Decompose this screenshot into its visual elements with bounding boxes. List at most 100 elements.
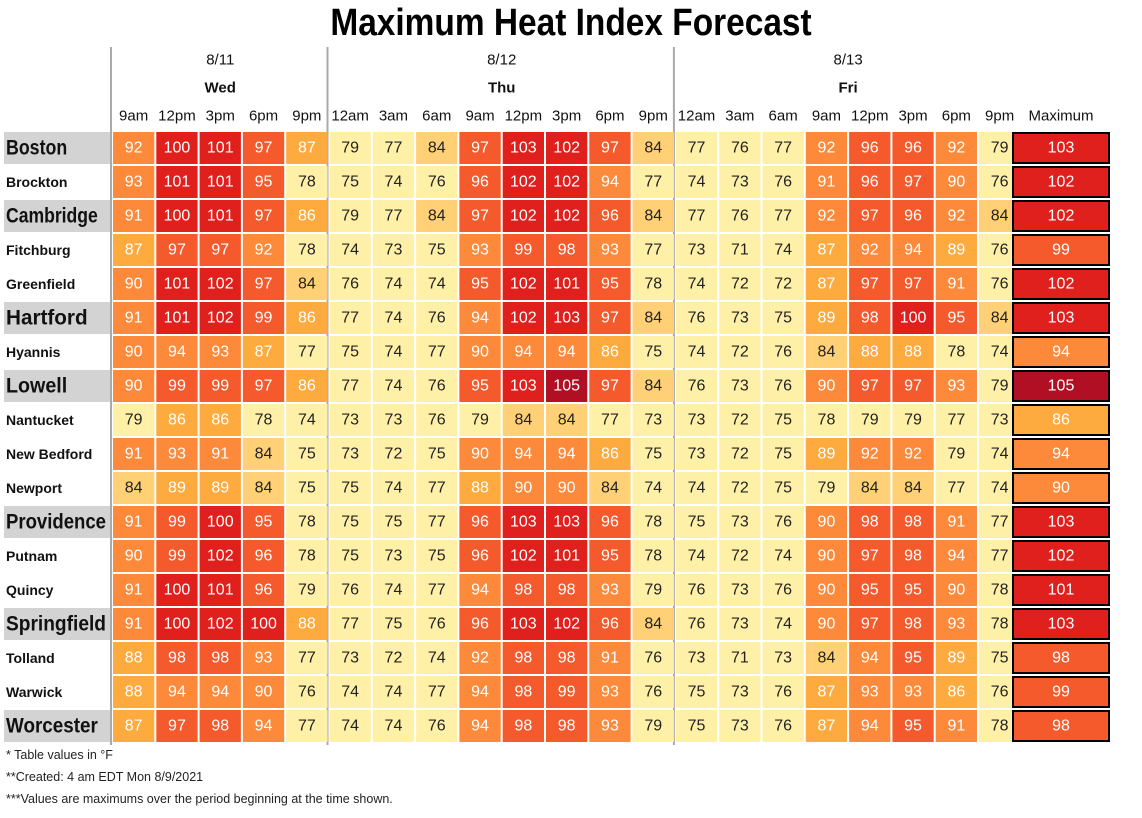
note-created: **Created: 4 am EDT Mon 8/9/2021: [6, 770, 204, 784]
heat-cell-value: 100: [250, 616, 277, 633]
heat-cell-value: 84: [428, 208, 446, 225]
heat-cell: [762, 200, 804, 232]
heat-cell-value: 76: [991, 174, 1009, 191]
heat-cell-value: 75: [428, 242, 446, 259]
heat-cell: [156, 404, 198, 436]
heat-cell: [156, 336, 198, 368]
heat-cell-value: 94: [601, 174, 619, 191]
heat-cell-value: 93: [947, 378, 965, 395]
heat-cell: [502, 404, 544, 436]
heat-cell: [589, 710, 631, 742]
heat-cell-value: 98: [514, 650, 532, 667]
heat-cell-value: 76: [428, 412, 446, 429]
heat-cell: [849, 302, 891, 334]
heat-cell-value: 74: [385, 378, 403, 395]
heat-cell: [892, 370, 934, 402]
time-label: 3pm: [552, 108, 581, 125]
heat-cell-value: 103: [553, 514, 580, 531]
heat-cell: [156, 234, 198, 266]
heat-cell-value: 88: [904, 344, 922, 361]
heat-cell: [675, 404, 718, 436]
heat-cell: [286, 132, 328, 164]
heat-cell-value: 76: [428, 616, 446, 633]
heat-cell: [935, 166, 977, 198]
heat-cell-value: 97: [168, 718, 186, 735]
note-period: ***Values are maximums over the period b…: [6, 792, 393, 806]
heat-cell: [199, 200, 241, 232]
heat-cell: [935, 132, 977, 164]
heat-cell-value: 76: [644, 684, 662, 701]
heat-cell-value: 93: [601, 718, 619, 735]
heat-cell-value: 92: [818, 208, 836, 225]
heat-cell: [199, 268, 241, 300]
heat-cell-value: 96: [601, 616, 619, 633]
heat-cell: [546, 676, 588, 708]
maximum-column-label: Maximum: [1028, 108, 1093, 125]
heat-cell-value: 75: [341, 514, 359, 531]
heat-cell-value: 92: [125, 140, 143, 157]
heat-cell: [675, 268, 718, 300]
heat-cell-value: 96: [861, 174, 879, 191]
heat-cell-value: 76: [688, 616, 706, 633]
heat-cell: [459, 302, 501, 334]
heat-cell-value: 73: [731, 310, 749, 327]
heat-cell: [762, 132, 804, 164]
heat-cell-value: 99: [168, 514, 186, 531]
heat-cell: [935, 472, 977, 504]
heat-cell-value: 74: [688, 276, 706, 293]
heat-cell-value: 86: [601, 344, 619, 361]
heat-cell-value: 79: [471, 412, 489, 429]
heat-cell: [286, 166, 328, 198]
heat-cell: [113, 710, 155, 742]
heat-cell-value: 91: [947, 718, 965, 735]
heat-cell-value: 73: [688, 242, 706, 259]
heat-cell: [719, 574, 761, 606]
heat-cell-value: 75: [298, 446, 316, 463]
heat-cell: [113, 540, 155, 572]
heat-cell: [242, 268, 285, 300]
heat-cell-value: 72: [731, 412, 749, 429]
heat-cell: [286, 370, 328, 402]
heat-cell: [113, 404, 155, 436]
heat-cell-value: 73: [731, 616, 749, 633]
heat-cell: [805, 132, 848, 164]
time-label: 9pm: [639, 108, 668, 125]
heat-cell: [805, 608, 848, 640]
heat-cell: [199, 166, 241, 198]
heat-cell-value: 95: [255, 174, 273, 191]
heat-cell-value: 74: [991, 344, 1009, 361]
heat-cell: [329, 472, 371, 504]
heat-cell: [156, 166, 198, 198]
heat-cell: [632, 676, 674, 708]
heat-cell-value: 74: [298, 412, 316, 429]
heat-cell-value: 75: [428, 548, 446, 565]
heat-cell-value: 78: [298, 242, 316, 259]
heat-cell-value: 98: [211, 650, 229, 667]
heat-cell: [113, 676, 155, 708]
time-label: 3pm: [898, 108, 927, 125]
heat-cell: [286, 336, 328, 368]
heat-cell-value: 90: [471, 446, 489, 463]
heat-cell: [416, 234, 458, 266]
heat-cell-value: 78: [644, 276, 662, 293]
heat-cell-value: 96: [471, 548, 489, 565]
heat-cell-value: 73: [688, 412, 706, 429]
heat-cell: [632, 166, 674, 198]
heat-cell-value: 76: [774, 378, 792, 395]
max-cell-value: 102: [1048, 548, 1075, 565]
heat-cell: [935, 302, 977, 334]
heat-cell-value: 72: [731, 446, 749, 463]
heat-cell-value: 77: [341, 616, 359, 633]
heat-cell-value: 98: [861, 310, 879, 327]
heat-cell: [805, 676, 848, 708]
heat-cell: [113, 642, 155, 674]
heat-cell-value: 95: [861, 582, 879, 599]
heat-cell: [589, 166, 631, 198]
heat-cell-value: 84: [428, 140, 446, 157]
max-cell: [1012, 642, 1110, 674]
heat-cell: [113, 166, 155, 198]
heat-cell: [242, 302, 285, 334]
heat-cell-value: 79: [991, 140, 1009, 157]
heat-cell: [372, 234, 415, 266]
max-cell: [1012, 200, 1110, 232]
